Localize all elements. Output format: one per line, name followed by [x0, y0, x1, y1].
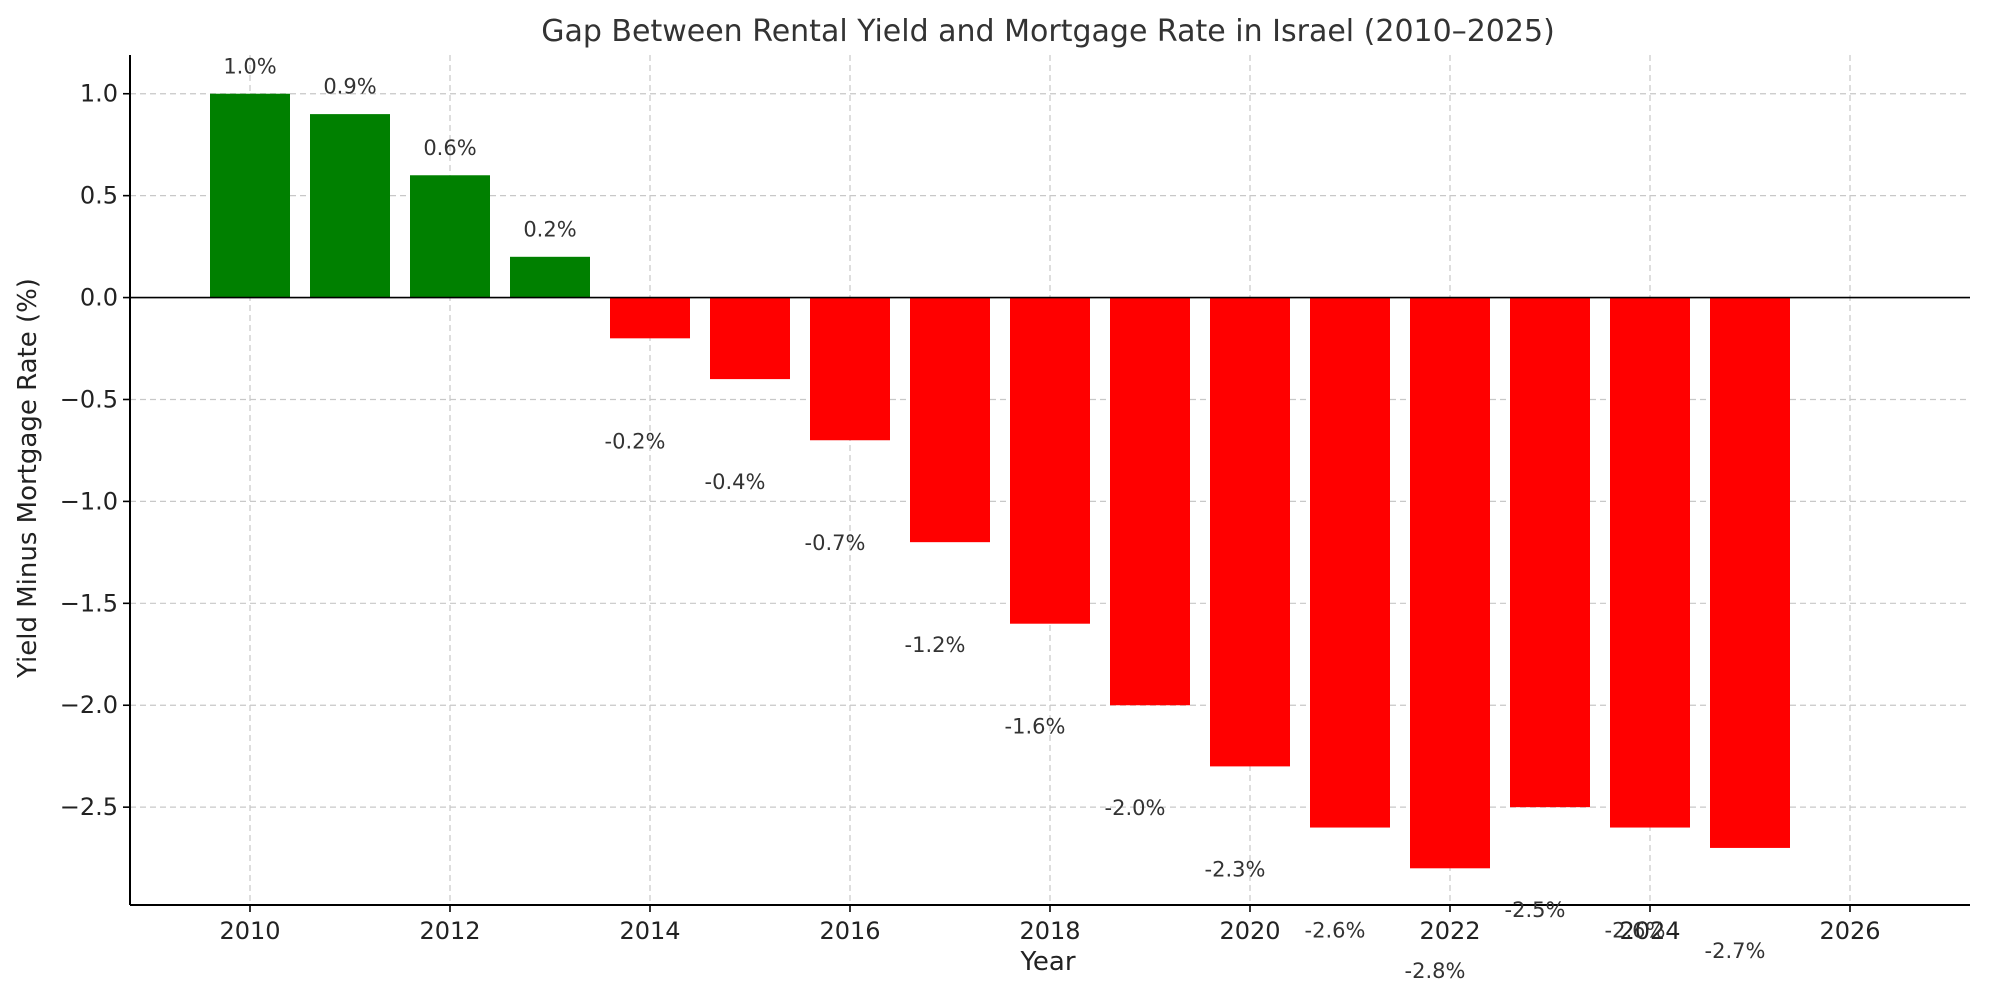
x-tick-label: 2018 — [1019, 917, 1080, 945]
y-tick-label: −0.5 — [60, 385, 118, 413]
bar-2014 — [610, 297, 690, 339]
x-tick-label: 2012 — [419, 917, 480, 945]
data-label-2017: -1.2% — [905, 633, 966, 657]
x-tick-label: 2010 — [219, 917, 280, 945]
y-tick-label: 0.5 — [80, 182, 118, 210]
axes: 1.0 0.5 0.0 −0.5 −1.0 −1.5 −2.0 −2.5 2010 2012 201… — [60, 55, 1970, 945]
x-axis-label: Year — [1019, 947, 1075, 977]
bar-2015 — [710, 297, 790, 380]
x-tick-label: 2014 — [619, 917, 680, 945]
bar-2019 — [1110, 297, 1190, 706]
data-label-2024: -2.6% — [1605, 918, 1666, 942]
y-tick-label: −1.5 — [60, 589, 118, 617]
y-axis-label: Yield Minus Mortgage Rate (%) — [13, 278, 43, 679]
bar-2012 — [410, 175, 490, 298]
data-label-2020: -2.3% — [1205, 857, 1266, 881]
data-label-2016: -0.7% — [805, 531, 866, 555]
bar-2025 — [1710, 297, 1790, 848]
bar-2023 — [1510, 297, 1590, 808]
bars — [210, 93, 1790, 869]
y-tick-label: 1.0 — [80, 80, 118, 108]
x-tick-label: 2026 — [1819, 917, 1880, 945]
bar-2010 — [210, 93, 290, 298]
y-tick-label: 0.0 — [80, 284, 118, 312]
bar-2017 — [910, 297, 990, 543]
data-label-2015: -0.4% — [705, 470, 766, 494]
bar-2024 — [1610, 297, 1690, 828]
data-label-2013: 0.2% — [523, 217, 576, 241]
x-tick-label: 2022 — [1419, 917, 1480, 945]
data-label-2019: -2.0% — [1105, 796, 1166, 820]
chart-title: Gap Between Rental Yield and Mortgage Ra… — [541, 14, 1555, 49]
data-label-2014: -0.2% — [605, 429, 666, 453]
x-tick-label: 2016 — [819, 917, 880, 945]
x-tick-label: 2020 — [1219, 917, 1280, 945]
bar-2022 — [1410, 297, 1490, 869]
data-label-2012: 0.6% — [423, 136, 476, 160]
bar-2016 — [810, 297, 890, 441]
bar-2011 — [310, 114, 390, 298]
data-labels: 1.0% 0.9% 0.6% 0.2% -0.2% -0.4% -0.7% -1.2% -1.6… — [223, 54, 1765, 983]
data-label-2023: -2.5% — [1505, 898, 1566, 922]
data-label-2025: -2.7% — [1705, 939, 1766, 963]
y-tick-label: −2.0 — [60, 691, 118, 719]
bar-2021 — [1310, 297, 1390, 828]
bar-2018 — [1010, 297, 1090, 624]
data-label-2010: 1.0% — [223, 54, 276, 78]
y-tick-label: −2.5 — [60, 793, 118, 821]
y-tick-label: −1.0 — [60, 487, 118, 515]
bar-2020 — [1210, 297, 1290, 767]
data-label-2022: -2.8% — [1405, 959, 1466, 983]
data-label-2018: -1.6% — [1005, 715, 1066, 739]
data-label-2011: 0.9% — [323, 75, 376, 99]
data-label-2021: -2.6% — [1305, 918, 1366, 942]
bar-2013 — [510, 256, 590, 298]
x-tick-label: 2024 — [1619, 917, 1680, 945]
